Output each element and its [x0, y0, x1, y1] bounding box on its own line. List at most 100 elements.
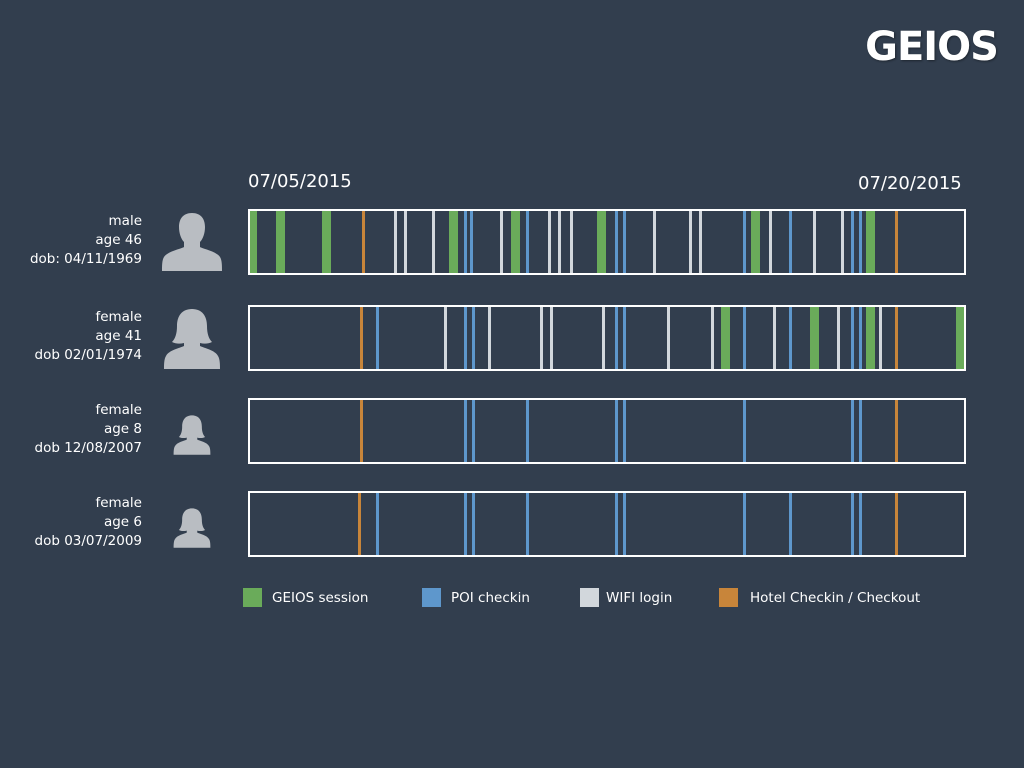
event-mark-poi	[623, 493, 627, 555]
start-date-label: 07/05/2015	[248, 171, 352, 192]
legend-swatch-poi	[422, 588, 441, 607]
legend-item-geios: GEIOS session	[243, 588, 368, 607]
event-mark-poi	[743, 400, 747, 462]
legend-item-hotel: Hotel Checkin / Checkout	[719, 588, 920, 607]
event-mark-poi	[850, 400, 854, 462]
event-mark-poi	[615, 400, 619, 462]
event-mark-wifi	[812, 211, 816, 273]
event-mark-poi	[615, 493, 619, 555]
event-mark-wifi	[394, 211, 398, 273]
event-mark-poi	[525, 400, 529, 462]
event-mark-poi	[850, 211, 854, 273]
avatar-male-large-icon	[161, 211, 223, 277]
event-mark-geios	[866, 211, 876, 273]
event-mark-poi	[463, 211, 467, 273]
event-mark-poi	[615, 211, 619, 273]
person-info: female age 6 dob 03/07/2009	[35, 494, 143, 551]
event-mark-wifi	[569, 211, 573, 273]
event-mark-poi	[471, 493, 475, 555]
event-mark-poi	[469, 211, 473, 273]
person-line1: female	[95, 309, 142, 325]
event-mark-poi	[743, 211, 747, 273]
event-mark-poi	[376, 493, 380, 555]
person-line3: dob 12/08/2007	[34, 440, 143, 456]
person-line3: dob 02/01/1974	[34, 347, 143, 363]
event-mark-geios	[250, 211, 257, 273]
event-mark-poi	[788, 307, 792, 369]
person-row: female age 6 dob 03/07/2009	[0, 491, 1024, 557]
legend-item-poi: POI checkin	[422, 588, 530, 607]
person-line2: age 8	[103, 421, 142, 437]
event-mark-poi	[463, 400, 467, 462]
event-mark-poi	[376, 307, 380, 369]
person-line2: age 41	[95, 328, 142, 344]
event-mark-hotel	[360, 307, 364, 369]
event-mark-hotel	[362, 211, 366, 273]
person-row: female age 41 dob 02/01/1974	[0, 305, 1024, 371]
event-mark-wifi	[878, 307, 882, 369]
person-info: female age 41 dob 02/01/1974	[35, 308, 143, 365]
legend-label: POI checkin	[451, 589, 530, 606]
avatar-female-small-icon	[171, 507, 213, 553]
event-mark-poi	[463, 493, 467, 555]
event-mark-wifi	[404, 211, 408, 273]
event-mark-wifi	[443, 307, 447, 369]
event-mark-hotel	[360, 400, 364, 462]
person-row: female age 8 dob 12/08/2007	[0, 398, 1024, 464]
event-mark-hotel	[894, 211, 898, 273]
event-mark-wifi	[836, 307, 840, 369]
event-mark-hotel	[358, 493, 362, 555]
event-mark-wifi	[499, 211, 503, 273]
event-mark-poi	[471, 400, 475, 462]
timeline-bar	[248, 398, 966, 464]
event-mark-poi	[623, 307, 627, 369]
event-mark-poi	[615, 307, 619, 369]
timeline-bar	[248, 491, 966, 557]
event-mark-poi	[788, 211, 792, 273]
event-mark-geios	[720, 307, 730, 369]
event-mark-poi	[743, 493, 747, 555]
event-mark-geios	[866, 307, 876, 369]
event-mark-wifi	[557, 211, 561, 273]
person-line1: female	[95, 402, 142, 418]
person-row: male age 46 dob: 04/11/1969	[0, 209, 1024, 275]
event-mark-poi	[850, 307, 854, 369]
event-mark-wifi	[773, 307, 777, 369]
event-mark-poi	[858, 211, 862, 273]
event-mark-wifi	[539, 307, 543, 369]
event-mark-poi	[743, 307, 747, 369]
event-mark-hotel	[894, 307, 898, 369]
brand-title: GEIOS	[865, 24, 999, 70]
event-mark-geios	[956, 307, 964, 369]
event-mark-wifi	[769, 211, 773, 273]
legend-label: WIFI login	[606, 589, 673, 606]
avatar-female-large-icon	[161, 307, 223, 375]
legend-item-wifi: WIFI login	[580, 588, 672, 607]
event-mark-wifi	[431, 211, 435, 273]
event-mark-poi	[525, 211, 529, 273]
person-line1: male	[108, 213, 142, 229]
legend-swatch-hotel	[719, 588, 738, 607]
timeline-bar	[248, 305, 966, 371]
event-mark-poi	[623, 211, 627, 273]
end-date-label: 07/20/2015	[858, 173, 962, 194]
legend-label: Hotel Checkin / Checkout	[750, 589, 921, 606]
event-mark-geios	[449, 211, 459, 273]
event-mark-geios	[275, 211, 285, 273]
event-mark-wifi	[653, 211, 657, 273]
person-info: male age 46 dob: 04/11/1969	[30, 212, 142, 269]
event-mark-poi	[463, 307, 467, 369]
legend-swatch-geios	[243, 588, 262, 607]
event-mark-poi	[471, 307, 475, 369]
legend-swatch-wifi	[580, 588, 599, 607]
event-mark-geios	[810, 307, 820, 369]
event-mark-poi	[623, 400, 627, 462]
person-line3: dob: 04/11/1969	[29, 251, 142, 267]
event-mark-wifi	[840, 211, 844, 273]
timeline-bar	[248, 209, 966, 275]
event-mark-poi	[850, 493, 854, 555]
event-mark-geios	[750, 211, 760, 273]
event-mark-poi	[788, 493, 792, 555]
event-mark-hotel	[894, 400, 898, 462]
event-mark-wifi	[601, 307, 605, 369]
